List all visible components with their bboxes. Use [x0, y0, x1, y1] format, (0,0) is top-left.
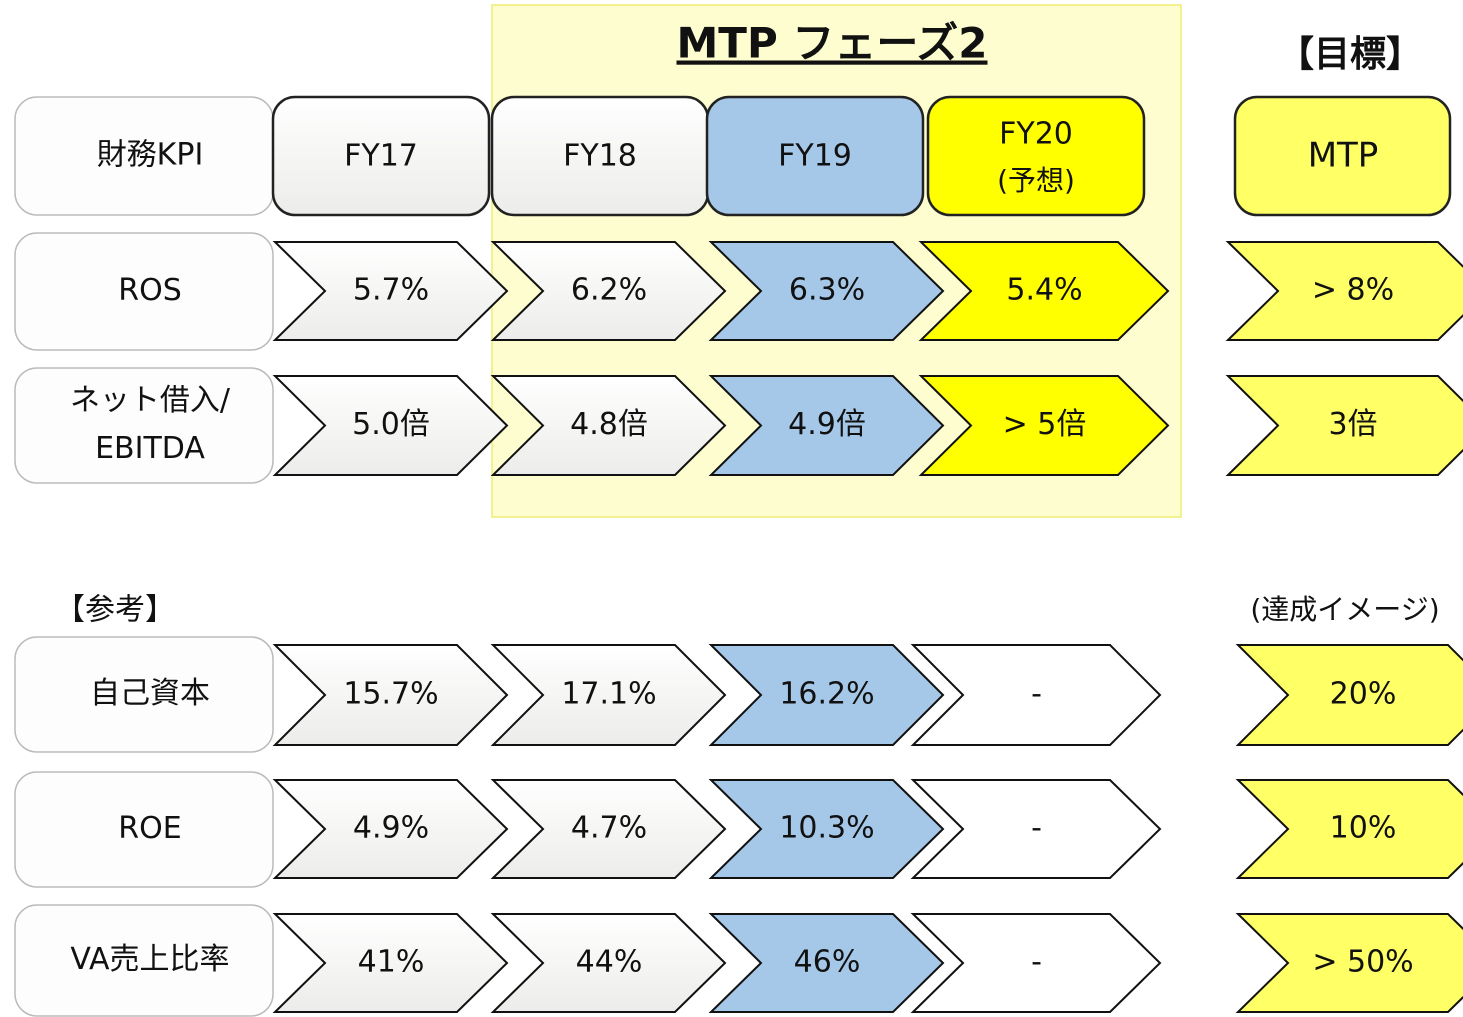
- chevron: [910, 913, 1162, 1013]
- target-title: 【目標】: [1278, 34, 1422, 75]
- header-label: FY20: [999, 117, 1073, 152]
- cell-value: 46%: [794, 945, 861, 980]
- row-label: VA売上比率: [70, 942, 229, 977]
- chevron: [918, 241, 1170, 341]
- chevron: [708, 375, 945, 476]
- cell-value: 16.2%: [779, 677, 874, 712]
- chevron: [272, 913, 509, 1013]
- chevron: [490, 779, 727, 879]
- cell-value: > 5倍: [1003, 407, 1087, 442]
- chevron: [708, 241, 945, 341]
- reference-note: (達成イメージ): [1250, 593, 1439, 626]
- row-label: 財務KPI: [97, 138, 204, 173]
- chevron: [490, 644, 727, 746]
- cell-value: 4.8倍: [570, 407, 648, 442]
- chevron: [708, 644, 945, 746]
- cell-value: -: [1031, 945, 1042, 980]
- target-value: > 8%: [1312, 273, 1394, 308]
- chevron: [1235, 913, 1463, 1013]
- cell-value: 4.9倍: [788, 407, 866, 442]
- chevron: [272, 644, 509, 746]
- chevron: [1235, 644, 1463, 746]
- cell-value: 5.0倍: [352, 407, 430, 442]
- header-label: FY17: [344, 139, 418, 174]
- phase-title: MTP フェーズ2: [677, 19, 988, 68]
- header-box: [926, 95, 1146, 217]
- row-label: ネット借入/: [70, 383, 231, 418]
- header-box: [705, 95, 925, 217]
- header-box: [1233, 95, 1452, 217]
- cell-value: 17.1%: [561, 677, 656, 712]
- cell-value: -: [1031, 677, 1042, 712]
- target-value: 3倍: [1328, 407, 1377, 442]
- cell-value: 6.3%: [789, 273, 865, 308]
- cell-value: 10.3%: [779, 811, 874, 846]
- row-label: 自己資本: [90, 676, 210, 711]
- cell-value: 4.7%: [571, 811, 647, 846]
- chevron: [910, 779, 1162, 879]
- chevron: [490, 913, 727, 1013]
- row-label: EBITDA: [95, 431, 205, 466]
- header-target: MTP: [1308, 136, 1379, 176]
- target-value: 10%: [1330, 811, 1397, 846]
- header-label: FY18: [563, 139, 637, 174]
- chevron: [1225, 375, 1463, 476]
- chevron: [272, 241, 509, 341]
- cell-value: 15.7%: [343, 677, 438, 712]
- chevron: [490, 241, 727, 341]
- chevron: [708, 913, 945, 1013]
- chevron: [910, 644, 1162, 746]
- row-label-box: [14, 232, 274, 351]
- cell-value: 41%: [358, 945, 425, 980]
- chevron: [1225, 241, 1463, 341]
- row-label: ROS: [118, 273, 182, 308]
- target-value: > 50%: [1312, 945, 1413, 980]
- header-box: [271, 95, 491, 217]
- chevron: [272, 375, 509, 476]
- reference-title: 【参考】: [55, 593, 175, 628]
- cell-value: 4.9%: [353, 811, 429, 846]
- target-value: 20%: [1330, 677, 1397, 712]
- row-label: ROE: [118, 811, 181, 846]
- row-label-box: [14, 367, 274, 484]
- chevron: [1235, 779, 1463, 879]
- chevron: [490, 375, 727, 476]
- cell-value: 5.7%: [353, 273, 429, 308]
- header-label: FY19: [778, 139, 852, 174]
- chevron: [708, 779, 945, 879]
- cell-value: -: [1031, 811, 1042, 846]
- cell-value: 6.2%: [571, 273, 647, 308]
- row-label-box: [14, 771, 274, 888]
- chevron: [272, 779, 509, 879]
- cell-value: 44%: [576, 945, 643, 980]
- chevron: [918, 375, 1170, 476]
- header-note: (予想): [997, 164, 1075, 197]
- cell-value: 5.4%: [1006, 273, 1082, 308]
- row-label-box: [14, 904, 274, 1017]
- row-label-box: [14, 636, 274, 753]
